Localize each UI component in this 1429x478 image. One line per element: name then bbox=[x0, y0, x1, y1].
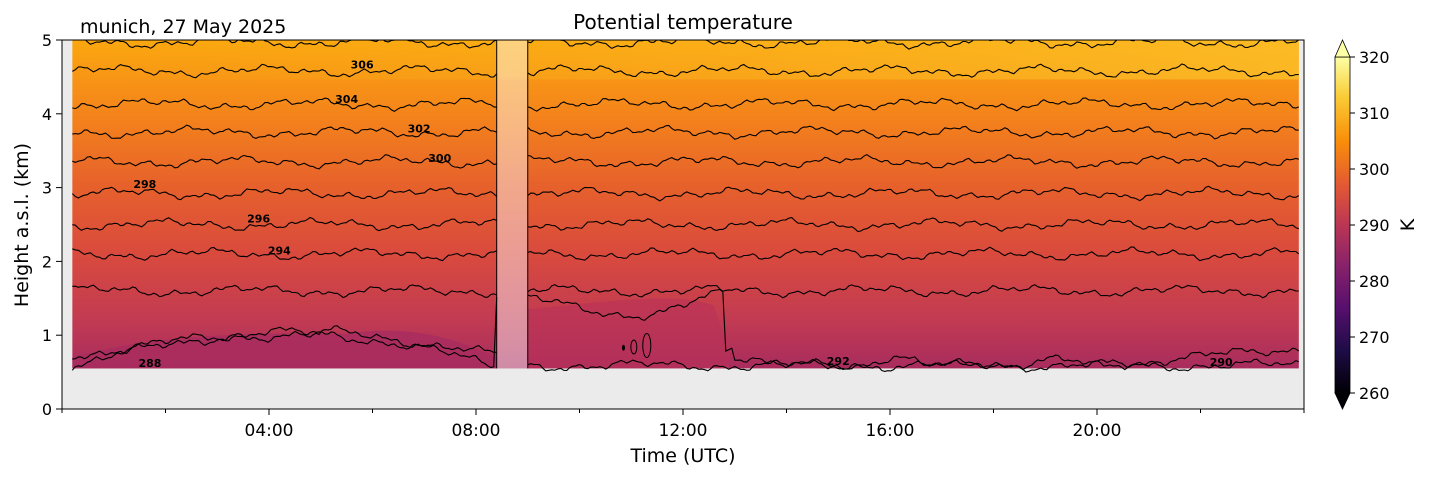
colorbar-tick-label: 270 bbox=[1359, 328, 1390, 347]
contour-label-292: 292 bbox=[827, 355, 850, 368]
y-tick-label: 1 bbox=[42, 326, 52, 345]
colorbar-tick-label: 300 bbox=[1359, 160, 1390, 179]
y-tick-label: 4 bbox=[42, 105, 52, 124]
contour-label-294: 294 bbox=[268, 244, 291, 257]
contour-label-302: 302 bbox=[408, 123, 431, 136]
contour-304-morning bbox=[72, 97, 497, 113]
colorbar-tick-label: 320 bbox=[1359, 48, 1390, 67]
x-axis: 04:00 08:00 12:00 16:00 20:00 bbox=[61, 409, 1305, 441]
colorbar-extend-max bbox=[1334, 39, 1351, 58]
chart-title: Potential temperature bbox=[573, 10, 793, 34]
contour-306-morning bbox=[72, 63, 498, 79]
y-axis: 0 1 2 3 4 5 bbox=[42, 31, 62, 419]
contour-label-306: 306 bbox=[351, 58, 374, 71]
contour-label-298: 298 bbox=[133, 178, 156, 191]
location-date-label: munich, 27 May 2025 bbox=[80, 16, 286, 38]
x-tick-label: 20:00 bbox=[1073, 421, 1122, 441]
x-tick-label: 16:00 bbox=[866, 421, 915, 441]
contour-label-300: 300 bbox=[428, 152, 451, 165]
colorbar-gradient bbox=[1334, 56, 1351, 394]
contour-label-290: 290 bbox=[1210, 356, 1233, 369]
colorbar: 260 270 280 290 300 310 320 K bbox=[1334, 39, 1419, 410]
potential-temperature-field bbox=[72, 40, 1299, 369]
contour-300-afternoon bbox=[527, 153, 1299, 169]
contour-302-morning bbox=[72, 124, 497, 139]
contour-label-304: 304 bbox=[335, 93, 358, 106]
colorbar-extend-min bbox=[1334, 392, 1351, 410]
colorbar-label: K bbox=[1397, 218, 1419, 231]
x-tick-label: 04:00 bbox=[245, 421, 294, 441]
y-tick-label: 5 bbox=[42, 31, 52, 50]
contour-294-afternoon bbox=[527, 246, 1300, 262]
contour-blob-c bbox=[621, 344, 625, 351]
contour-306-afternoon bbox=[527, 63, 1299, 78]
contour-labels: 306 304 302 300 298 296 294 288 292 290 bbox=[133, 58, 1233, 370]
missing-data-band bbox=[496, 40, 528, 369]
contour-label-288: 288 bbox=[138, 357, 161, 370]
contour-298-afternoon bbox=[527, 185, 1300, 202]
contour-292-morning bbox=[72, 284, 497, 299]
field-fill-upper-warm bbox=[72, 40, 1299, 80]
contour-292-afternoon bbox=[527, 284, 1299, 299]
colorbar-tick-label: 260 bbox=[1359, 384, 1390, 403]
field-midday-pocket bbox=[527, 298, 730, 369]
contour-label-296: 296 bbox=[247, 213, 270, 226]
x-tick-label: 12:00 bbox=[659, 421, 708, 441]
contour-290-morning bbox=[71, 297, 498, 371]
contour-296-morning bbox=[72, 216, 497, 232]
contour-294-morning bbox=[72, 246, 497, 262]
contour-288-afternoon bbox=[527, 358, 1300, 373]
y-tick-label: 3 bbox=[42, 179, 52, 198]
x-axis-label: Time (UTC) bbox=[629, 445, 735, 467]
contour-298-morning bbox=[71, 186, 498, 201]
contour-304-afternoon bbox=[527, 97, 1299, 112]
contour-blob-b bbox=[630, 339, 638, 355]
contour-290-afternoon bbox=[527, 288, 1300, 371]
colorbar-tick-label: 290 bbox=[1359, 216, 1390, 235]
colorbar-tick-label: 280 bbox=[1359, 272, 1390, 291]
contour-blob-a bbox=[642, 333, 652, 359]
y-tick-label: 0 bbox=[42, 400, 52, 419]
contour-300-morning bbox=[72, 154, 497, 170]
y-tick-label: 2 bbox=[42, 252, 52, 271]
x-tick-label: 08:00 bbox=[452, 421, 501, 441]
contour-296-afternoon bbox=[527, 217, 1299, 233]
colorbar-tick-label: 310 bbox=[1359, 104, 1390, 123]
contour-302-afternoon bbox=[527, 124, 1299, 140]
y-axis-label: Height a.s.l. (km) bbox=[11, 143, 33, 307]
contour-308-morning bbox=[84, 40, 497, 49]
